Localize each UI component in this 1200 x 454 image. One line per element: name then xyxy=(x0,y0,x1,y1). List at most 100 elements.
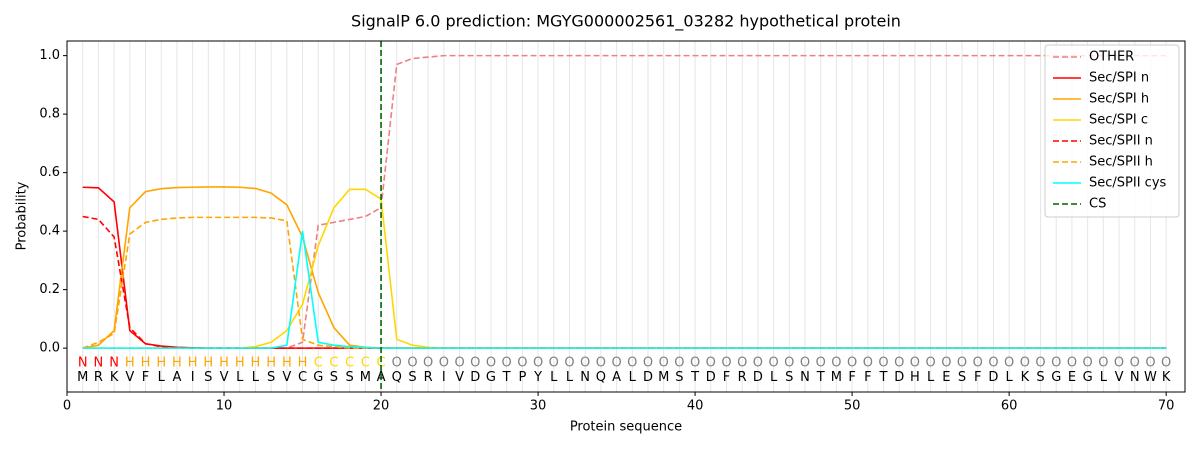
region-label: O xyxy=(973,355,983,370)
region-label: O xyxy=(831,355,841,370)
region-label: C xyxy=(329,355,338,370)
residue-label: S xyxy=(958,370,966,385)
region-label: O xyxy=(1145,355,1155,370)
residue-label: K xyxy=(110,370,119,385)
y-tick-label: 0.0 xyxy=(39,341,60,356)
region-label: O xyxy=(1098,355,1108,370)
residue-label: T xyxy=(816,370,825,385)
region-label: O xyxy=(1130,355,1140,370)
residue-label: S xyxy=(408,370,416,385)
residue-label: H xyxy=(910,370,920,385)
region-label: O xyxy=(878,355,888,370)
residue-label: I xyxy=(442,370,446,385)
residue-label: F xyxy=(848,370,855,385)
residue-label: Q xyxy=(392,370,402,385)
residue-label: C xyxy=(298,370,307,385)
x-tick-label: 0 xyxy=(63,399,71,414)
residue-label: V xyxy=(220,370,229,385)
residue-label: M xyxy=(360,370,371,385)
region-label: O xyxy=(988,355,998,370)
x-tick-label: 20 xyxy=(373,399,390,414)
series-line xyxy=(82,215,1167,349)
residue-label: Y xyxy=(533,370,542,385)
residue-label: A xyxy=(172,370,181,385)
y-tick-label: 0.4 xyxy=(39,224,60,239)
residue-label: R xyxy=(94,370,103,385)
legend-label: OTHER xyxy=(1089,50,1134,65)
region-label: O xyxy=(502,355,512,370)
residue-label: L xyxy=(1006,370,1014,385)
x-tick-label: 10 xyxy=(216,399,233,414)
residue-label: S xyxy=(346,370,354,385)
region-label: H xyxy=(235,355,245,370)
residue-label: G xyxy=(1051,370,1061,385)
series-line xyxy=(82,216,1167,349)
residue-label: L xyxy=(252,370,260,385)
residue-label: S xyxy=(675,370,683,385)
region-label: O xyxy=(721,355,731,370)
region-label: H xyxy=(251,355,261,370)
region-label: O xyxy=(486,355,496,370)
residue-label: V xyxy=(455,370,464,385)
legend-label: Sec/SPII h xyxy=(1089,155,1153,170)
region-label: O xyxy=(439,355,449,370)
series-line xyxy=(82,54,1167,349)
residue-label: F xyxy=(974,370,981,385)
residue-label: V xyxy=(1115,370,1124,385)
region-label: O xyxy=(863,355,873,370)
region-label: O xyxy=(1083,355,1093,370)
region-label: O xyxy=(533,355,543,370)
region-label: O xyxy=(1051,355,1061,370)
legend-label: Sec/SPI h xyxy=(1089,92,1149,107)
residue-label: M xyxy=(831,370,842,385)
region-label: O xyxy=(392,355,402,370)
residue-label: D xyxy=(894,370,904,385)
residue-label: L xyxy=(566,370,574,385)
series-line xyxy=(82,188,1167,349)
residue-label: L xyxy=(1100,370,1108,385)
residue-label: S xyxy=(1036,370,1044,385)
legend-box xyxy=(1044,44,1180,218)
residue-label: K xyxy=(1021,370,1030,385)
plot-frame xyxy=(66,40,1186,393)
residue-label: T xyxy=(879,370,888,385)
region-label: O xyxy=(941,355,951,370)
residue-label: F xyxy=(723,370,730,385)
region-label: O xyxy=(596,355,606,370)
region-label: O xyxy=(1020,355,1030,370)
y-tick-label: 0.6 xyxy=(39,165,60,180)
x-tick-label: 30 xyxy=(530,399,547,414)
y-tick-label: 0.8 xyxy=(39,107,60,122)
region-label: O xyxy=(816,355,826,370)
region-label: H xyxy=(203,355,213,370)
series-line xyxy=(82,186,1167,349)
region-label: N xyxy=(78,355,88,370)
region-label: O xyxy=(659,355,669,370)
residue-label: G xyxy=(1083,370,1093,385)
region-label: H xyxy=(266,355,276,370)
region-label: H xyxy=(282,355,292,370)
region-label: H xyxy=(141,355,151,370)
region-label: O xyxy=(1114,355,1124,370)
region-label: C xyxy=(361,355,370,370)
x-axis-label: Protein sequence xyxy=(570,420,682,435)
residue-label: D xyxy=(753,370,763,385)
region-label: O xyxy=(627,355,637,370)
y-tick-label: 1.0 xyxy=(39,48,60,63)
residue-label: F xyxy=(142,370,149,385)
region-label: O xyxy=(1035,355,1045,370)
region-label: O xyxy=(611,355,621,370)
region-label: O xyxy=(768,355,778,370)
region-label: C xyxy=(377,355,386,370)
x-tick-label: 40 xyxy=(687,399,704,414)
region-label: N xyxy=(94,355,104,370)
region-label: N xyxy=(109,355,119,370)
region-label: O xyxy=(1161,355,1171,370)
region-label: O xyxy=(847,355,857,370)
residue-label: R xyxy=(424,370,433,385)
residue-label: P xyxy=(518,370,526,385)
region-label: O xyxy=(423,355,433,370)
residue-label: D xyxy=(643,370,653,385)
region-label: O xyxy=(894,355,904,370)
chart-title: SignalP 6.0 prediction: MGYG000002561_03… xyxy=(351,12,901,32)
